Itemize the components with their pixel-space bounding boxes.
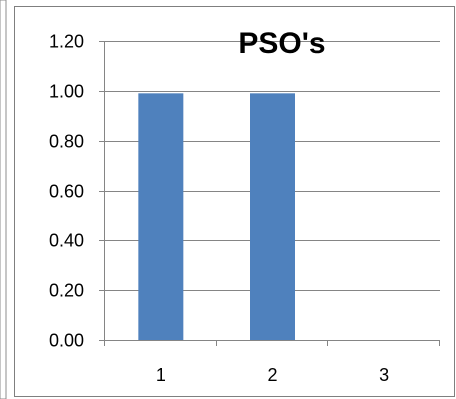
y-tick-labels: 0.00 0.20 0.40 0.60 0.80 1.00 1.20 — [49, 32, 84, 351]
y-tick-label: 0.60 — [49, 182, 84, 202]
x-tick-label: 2 — [267, 365, 277, 385]
x-tick-label: 3 — [379, 365, 389, 385]
x-tick-labels: 1 2 3 — [156, 365, 389, 385]
bar — [250, 93, 295, 340]
y-tick-label: 0.40 — [49, 231, 84, 251]
y-tick-label: 1.00 — [49, 82, 84, 102]
bar — [138, 93, 184, 340]
axes — [99, 41, 440, 346]
y-tick-label: 0.00 — [49, 331, 84, 351]
y-tick-label: 0.80 — [49, 132, 84, 152]
x-tick-label: 1 — [156, 365, 166, 385]
outer-frame-left — [0, 0, 7, 399]
y-tick-label: 1.20 — [49, 32, 84, 52]
bars — [138, 93, 295, 340]
chart-title: PSO's — [238, 27, 325, 60]
chart-border — [14, 6, 455, 397]
y-tick-label: 0.20 — [49, 281, 84, 301]
